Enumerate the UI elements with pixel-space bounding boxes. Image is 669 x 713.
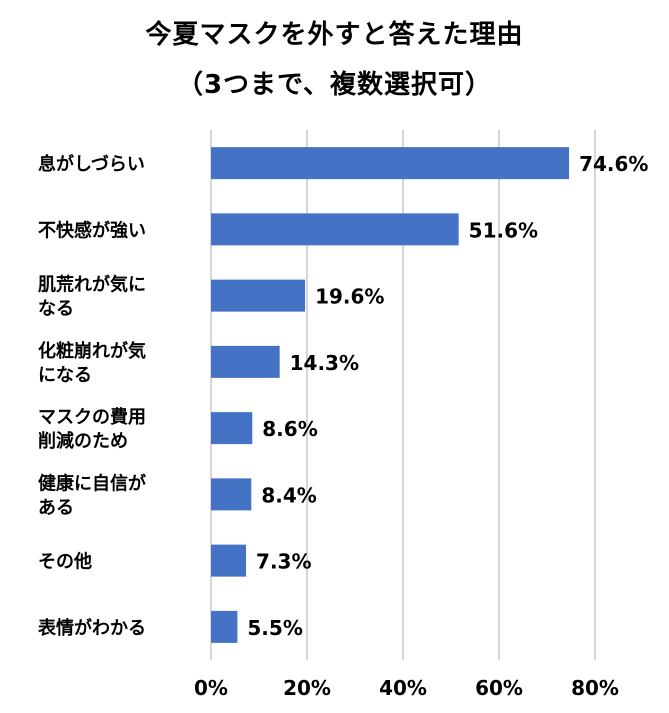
category-label: 表情がわかる xyxy=(38,617,146,639)
data-label: 5.5% xyxy=(247,616,302,640)
category-label: 化粧崩れが気になる xyxy=(38,340,146,386)
x-tick-label: 0% xyxy=(194,676,228,700)
data-label: 19.6% xyxy=(315,285,384,309)
bar-4 xyxy=(211,412,253,445)
category-label: その他 xyxy=(38,551,92,573)
chart-title: 今夏マスクを外すと答えた理由 xyxy=(145,20,524,50)
category-label: 健康に自信がある xyxy=(38,472,146,518)
x-tick-label: 80% xyxy=(571,676,619,700)
bar-7 xyxy=(211,610,238,643)
x-tick-label: 20% xyxy=(283,676,331,700)
data-label: 8.4% xyxy=(261,483,316,507)
category-label: 不快感が強い xyxy=(38,219,146,241)
data-label: 8.6% xyxy=(262,417,317,441)
data-label: 14.3% xyxy=(290,351,359,375)
bar-2 xyxy=(211,279,306,312)
data-label: 7.3% xyxy=(256,550,311,574)
bar-5 xyxy=(211,478,252,511)
bar-0 xyxy=(211,147,570,180)
category-label: 息がしづらい xyxy=(38,153,145,175)
bar-6 xyxy=(211,544,247,577)
data-label: 74.6% xyxy=(579,152,648,176)
chart-subtitle: （3つまで、複数選択可） xyxy=(176,70,493,100)
category-label: マスクの費用削減のため xyxy=(38,406,146,452)
bar-3 xyxy=(211,345,280,378)
bar-1 xyxy=(211,213,459,246)
x-tick-label: 60% xyxy=(475,676,523,700)
data-label: 51.6% xyxy=(469,218,538,242)
category-label: 肌荒れが気になる xyxy=(38,274,146,320)
x-tick-label: 40% xyxy=(379,676,427,700)
